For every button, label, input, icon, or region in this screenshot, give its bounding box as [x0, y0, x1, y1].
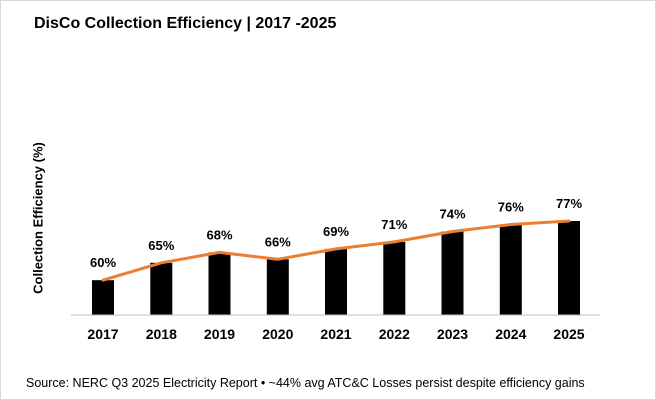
trend-line-layer — [101, 219, 571, 282]
data-label-2017: 60% — [90, 255, 116, 270]
bar-2022 — [383, 241, 406, 315]
x-tick-label-2022: 2022 — [379, 326, 410, 342]
trend-line — [101, 219, 571, 282]
x-tick-label-2021: 2021 — [320, 326, 351, 342]
data-label-2025: 77% — [556, 196, 582, 211]
x-tick-labels-layer: 2017 2018 2019 2020 2021 2022 2023 2024 2025 — [87, 326, 584, 342]
source-note: Source: NERC Q3 2025 Electricity Report … — [26, 376, 585, 390]
x-tick-label-2020: 2020 — [262, 326, 293, 342]
bars-layer — [92, 221, 580, 315]
x-tick-label-2025: 2025 — [553, 326, 584, 342]
bar-2018 — [150, 262, 173, 315]
x-tick-label-2017: 2017 — [87, 326, 118, 342]
data-label-2018: 65% — [148, 238, 174, 253]
data-label-2020: 66% — [265, 234, 291, 249]
data-label-2024: 76% — [498, 200, 524, 215]
bar-2021 — [325, 248, 347, 315]
bar-2017 — [92, 280, 114, 315]
data-label-2021: 69% — [323, 224, 349, 239]
x-tick-label-2024: 2024 — [495, 326, 526, 342]
x-tick-label-2019: 2019 — [204, 326, 235, 342]
x-tick-label-2023: 2023 — [437, 326, 468, 342]
data-label-2022: 71% — [381, 217, 407, 232]
data-label-2019: 68% — [206, 227, 232, 242]
bar-2025 — [558, 221, 580, 315]
bar-2024 — [499, 224, 522, 315]
bar-2020 — [266, 259, 289, 315]
x-tick-label-2018: 2018 — [146, 326, 177, 342]
bar-2023 — [441, 231, 464, 315]
chart-title: DisCo Collection Efficiency | 2017 -2025 — [34, 15, 337, 32]
data-label-2023: 74% — [439, 207, 465, 222]
bar-2019 — [208, 252, 231, 315]
data-labels-layer: 60% 65% 68% 66% 69% 71% 74% 76% 77% — [90, 196, 582, 270]
